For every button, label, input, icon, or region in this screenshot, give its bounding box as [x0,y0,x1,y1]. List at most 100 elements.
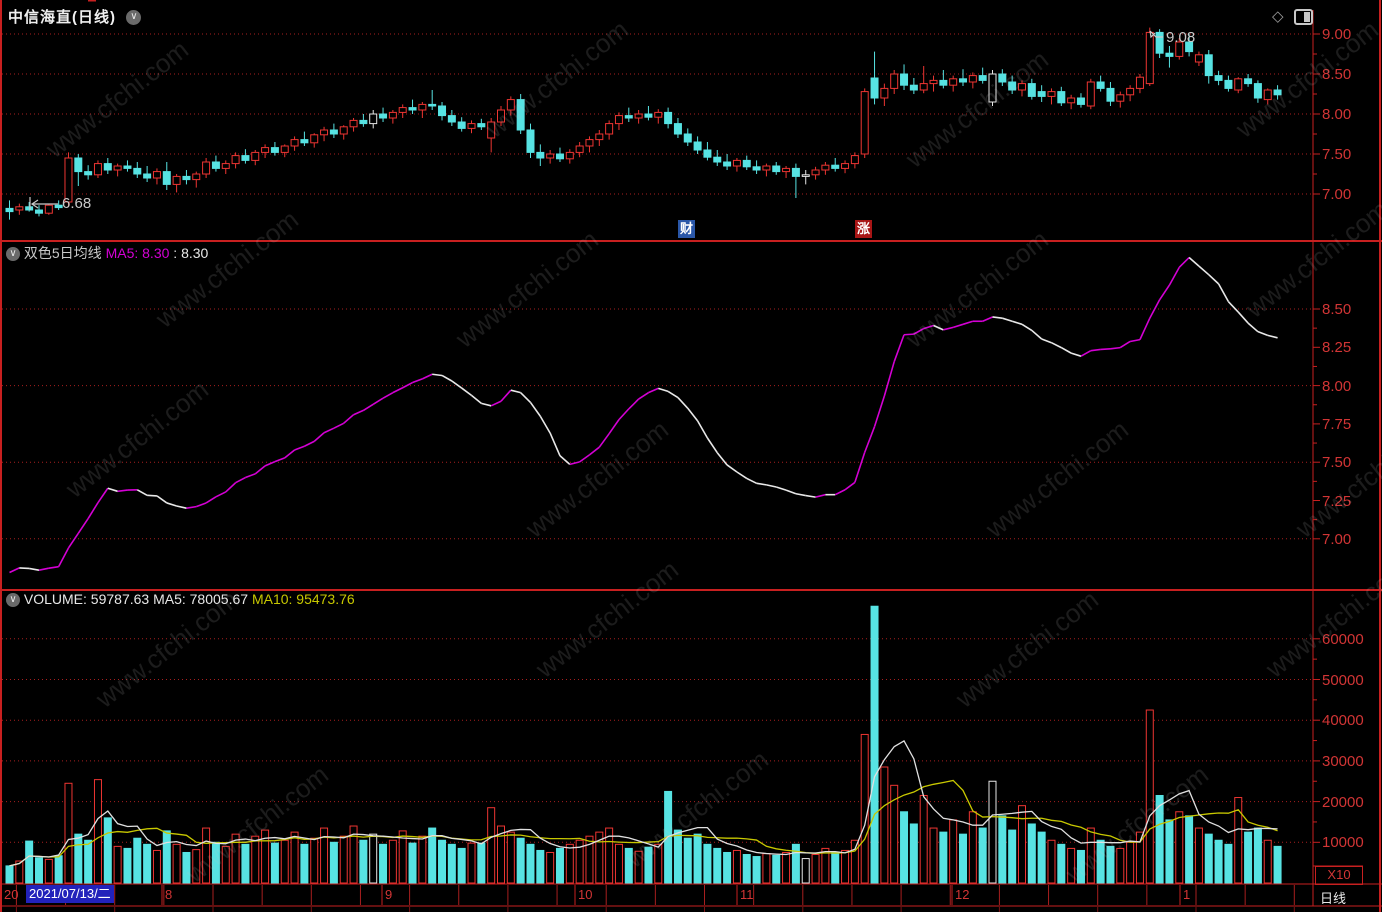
ma5-segment [176,505,187,509]
layout-panel-icon[interactable] [1294,9,1313,25]
volume-bar [1116,847,1125,884]
candle-body [890,73,899,89]
ma5-segment [893,334,905,362]
ma5-segment [667,390,679,399]
volume-bar [172,843,181,884]
ma5-segment [569,461,580,466]
candle-body [290,139,299,147]
ma5-segment [1227,301,1239,313]
volume-ma5-line [9,740,1278,867]
volume-bar [929,827,938,884]
volume-bar [762,853,771,884]
ma-axis-label: 7.50 [1322,454,1352,472]
ma5-segment [1031,329,1043,340]
ma5-segment [215,491,227,498]
collapse-panel-icon[interactable]: ∨ [6,593,20,608]
ma5-segment [529,401,541,417]
volume-bar [1145,709,1154,884]
rise-event-badge[interactable]: 涨 [855,220,872,238]
volume-bar [732,849,741,884]
candle-body [339,126,348,135]
candle-body [782,167,791,173]
candle-body [1017,83,1026,91]
candle-body [1263,89,1272,101]
ma5-segment [1021,323,1033,332]
ma5-segment [785,489,797,495]
volume-bar [742,854,751,884]
ma5-segment [520,392,532,404]
ma5-segment [9,567,20,574]
candle-body [1214,75,1223,81]
collapse-panel-icon[interactable]: ∨ [6,247,20,262]
candle-body [349,119,358,128]
candle-body [1244,78,1253,85]
candle-body [497,109,505,123]
ma-current-value: : 8.30 [173,245,209,261]
volume-bar [1214,839,1223,884]
candle-body [703,149,712,158]
ma5-segment [382,391,394,399]
volume-bar [339,835,348,884]
ma5-segment [117,489,128,493]
candle-body [152,171,161,179]
annotation-arrows [29,30,1163,210]
diamond-icon[interactable]: ◇ [1272,8,1284,25]
candle-body [998,73,1007,83]
candle-body [644,113,653,118]
candle-body [565,151,574,160]
ma5-segment [1080,349,1092,357]
candle-body [5,207,14,213]
volume-bar [1135,831,1144,884]
volume-bar [713,847,722,884]
candle-body [664,111,673,125]
finance-event-badge[interactable]: 财 [678,220,695,238]
month-label: 11 [740,887,754,902]
ma5-segment [481,402,492,407]
volume-bar [723,851,732,884]
candle-body [752,166,761,171]
ma5-value-label: MA5: 8.30 [105,245,170,261]
ma5-segment [1051,341,1062,349]
candle-body [34,209,43,214]
period-selector[interactable]: 日线 [1320,891,1347,906]
volume-bar [162,830,171,884]
selected-date-box[interactable]: 2021/07/13/二 [26,885,114,903]
volume-bar [654,843,663,884]
ma5-segment [756,482,767,486]
candle-body [978,75,987,81]
volume-bar [919,794,928,884]
candle-body [585,139,594,147]
volume-bar [300,843,309,884]
stock-title[interactable]: 中信海直(日线) [8,9,116,26]
ma5-segment [461,387,472,397]
volume-bar [949,819,958,884]
candle-body [143,173,152,179]
candle-body [133,167,142,175]
candle-body [1234,78,1243,91]
ma5-segment [29,567,40,571]
chevron-down-icon[interactable]: ∨ [126,10,142,26]
ma5-segment [432,373,443,377]
volume-axis-label: 50000 [1322,671,1364,689]
candle-body [1037,91,1046,97]
volume-bar [34,857,43,884]
volume-bar [850,839,859,884]
candle-body [261,147,270,153]
candle-body [251,151,260,161]
candlesticks [5,27,1282,220]
candle-body [634,113,643,119]
candle-body [182,175,191,181]
volume-bar [84,839,93,884]
ma5-segment [333,422,345,429]
ma5-segment [372,397,384,405]
candle-body [870,77,879,99]
ma5-segment [156,495,168,504]
volume-bar [880,766,889,884]
month-label: 1 [1183,887,1191,902]
volume-bar [644,846,653,884]
volume-bar [536,849,545,884]
volume-bar [555,847,564,884]
ma5-segment [598,433,610,448]
ma5-segment [500,389,512,402]
ma5-segment [1041,338,1052,344]
